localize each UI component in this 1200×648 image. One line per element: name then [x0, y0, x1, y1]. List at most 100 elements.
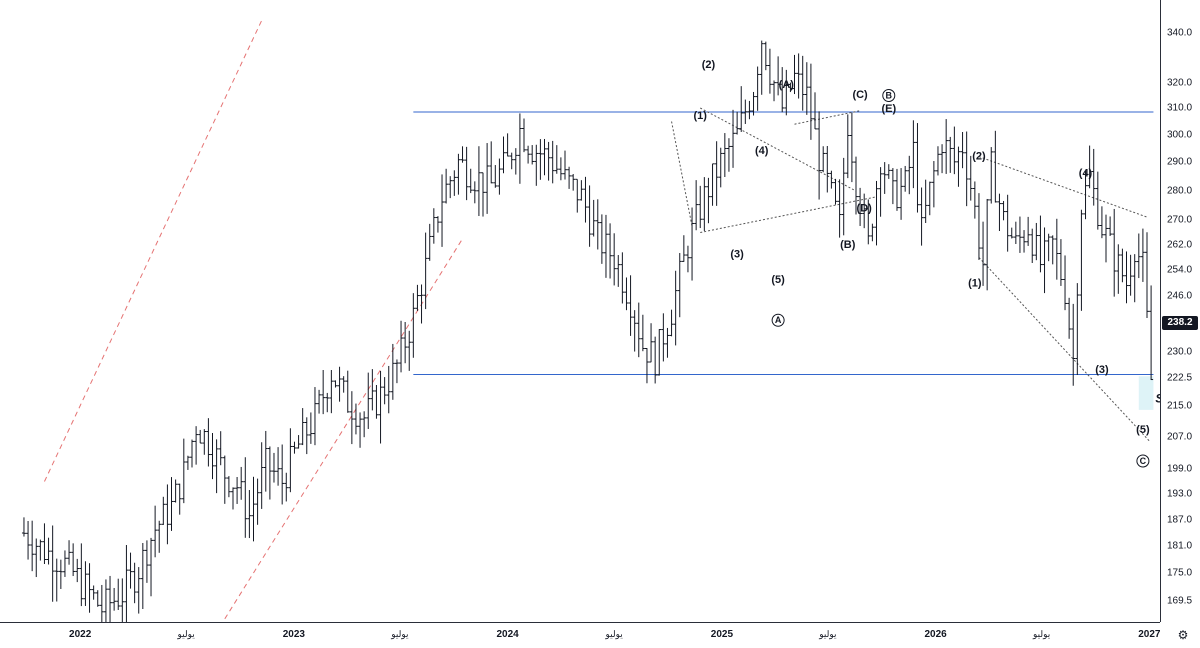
price-tick-label: 290.0 — [1167, 156, 1193, 168]
price-tick-label: 215.0 — [1167, 400, 1193, 412]
ohlc-bar — [522, 118, 526, 153]
ohlc-bar — [259, 442, 264, 509]
price-tick-label: 280.0 — [1167, 185, 1193, 197]
ohlc-bar — [874, 180, 879, 246]
gear-icon[interactable]: ⚙ — [1177, 628, 1189, 642]
ohlc-bar — [30, 520, 35, 572]
ohlc-bar — [628, 275, 633, 336]
ohlc-bar — [54, 558, 59, 602]
ohlc-bar — [1149, 285, 1154, 381]
ohlc-bar — [1075, 283, 1080, 376]
price-chart[interactable]: (2) (1) (A) (C) (E) (4) (3) (5) (B) (D) (2) (4) (1) (… — [0, 0, 1160, 622]
ohlc-bar — [1136, 233, 1141, 279]
wave-label: (C) — [852, 89, 868, 101]
ohlc-bar — [591, 199, 596, 237]
ohlc-bar — [112, 587, 117, 611]
time-tick-label: 2022 — [69, 629, 92, 640]
ohlc-bar — [1050, 235, 1055, 265]
price-tick-label: 262.0 — [1167, 239, 1193, 251]
ohlc-bar — [538, 139, 543, 180]
ohlc-bar — [222, 455, 227, 504]
ohlc-bar — [599, 214, 604, 264]
ohlc-bar — [251, 476, 256, 542]
ohlc-bar — [226, 476, 231, 498]
ohlc-bar — [358, 412, 363, 448]
ohlc-bar — [394, 359, 399, 384]
ohlc-bar — [493, 165, 498, 188]
ohlc-bar — [931, 161, 936, 208]
dotted-trend-line — [794, 110, 861, 125]
chart-area[interactable]: (2) (1) (A) (C) (E) (4) (3) (5) (B) (D) (2) (4) (1) (… — [0, 0, 1160, 622]
ohlc-bar — [739, 86, 744, 132]
ohlc-bar — [382, 377, 387, 405]
ohlc-bar — [673, 270, 678, 346]
ohlc-bar — [517, 113, 522, 184]
ohlc-bar — [718, 147, 723, 188]
ohlc-bar — [362, 411, 367, 438]
price-scale[interactable]: 340.0 320.0 310.0 300.0 290.0 280.0 270.0 262.0… — [1160, 0, 1200, 622]
ohlc-bar — [763, 41, 768, 71]
ohlc-bar — [128, 552, 133, 589]
wave-label: (5) — [771, 274, 785, 286]
ohlc-bar — [58, 559, 63, 589]
ohlc-bar — [333, 380, 338, 388]
ohlc-bar — [21, 517, 26, 537]
ohlc-bar — [743, 99, 748, 124]
ohlc-bar — [468, 168, 473, 194]
channel-line — [224, 238, 463, 620]
ohlc-bar — [677, 253, 682, 318]
ohlc-bar — [62, 550, 67, 577]
ohlc-bar — [997, 193, 1002, 232]
ohlc-bar — [772, 80, 777, 102]
ohlc-bar — [710, 163, 715, 206]
ohlc-bar — [485, 143, 490, 214]
ohlc-bar — [124, 545, 129, 622]
dotted-trend-line — [700, 196, 877, 233]
ohlc-bar — [1054, 218, 1059, 280]
ohlc-bar — [75, 558, 80, 583]
ohlc-bar — [296, 435, 301, 449]
wave-label: (3) — [1095, 364, 1109, 376]
price-tick-label: 230.0 — [1167, 346, 1193, 358]
circled-wave-label: C — [1140, 456, 1147, 466]
ohlc-bar — [985, 198, 990, 291]
ohlc-bar — [661, 313, 666, 362]
ohlc-bar — [1099, 206, 1104, 239]
ohlc-bar — [337, 366, 342, 402]
ohlc-bar — [239, 466, 244, 500]
ohlc-bar — [972, 181, 977, 219]
circled-label-ring — [882, 89, 896, 102]
ohlc-bar — [866, 199, 871, 245]
dotted-trend-line — [978, 257, 1150, 442]
ohlc-bar — [353, 403, 358, 435]
ohlc-bar — [177, 483, 182, 515]
ohlc-bar — [67, 540, 72, 565]
price-tick-label: 320.0 — [1167, 77, 1193, 89]
ohlc-bar — [579, 180, 584, 201]
ohlc-bar — [1071, 303, 1076, 386]
ohlc-bar — [735, 111, 740, 135]
ohlc-bar — [444, 168, 449, 204]
ohlc-bar — [1022, 230, 1027, 253]
dotted-trend-line — [700, 107, 857, 192]
ohlc-bar — [312, 387, 317, 446]
ohlc-bar — [903, 165, 908, 192]
ohlc-bar — [448, 176, 453, 199]
ohlc-bar — [690, 207, 695, 281]
time-scale[interactable]: 2022 يوليو 2023 يوليو 2024 يوليو 2025 يوليو 2026… — [0, 622, 1160, 648]
ohlc-bar — [472, 181, 477, 204]
ohlc-bar — [308, 412, 313, 444]
ohlc-bar — [608, 223, 613, 279]
time-tick-label: يوليو — [819, 629, 837, 639]
ohlc-bar — [546, 141, 551, 181]
ohlc-bar — [1079, 209, 1084, 311]
ohlc-bar — [403, 322, 408, 364]
time-tick-label: 2026 — [924, 629, 947, 640]
ohlc-bar — [706, 177, 711, 224]
ohlc-bar — [42, 523, 47, 564]
ohlc-bar — [911, 120, 916, 189]
time-tick-label: يوليو — [605, 629, 623, 639]
ohlc-bar — [530, 145, 535, 165]
last-price-badge: 238.2 — [1162, 316, 1198, 330]
ohlc-bar — [1013, 221, 1018, 244]
